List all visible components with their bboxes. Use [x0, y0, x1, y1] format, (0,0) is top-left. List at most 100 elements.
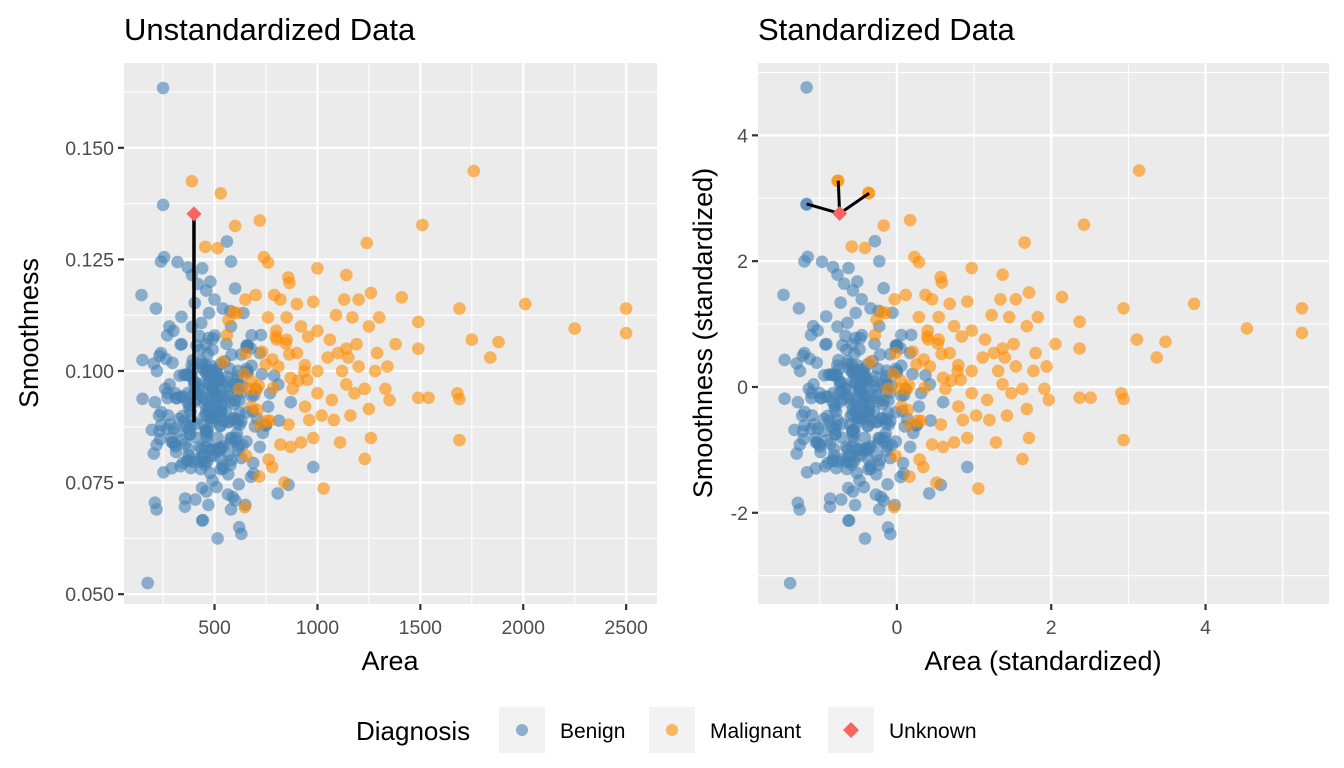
benign-point — [211, 532, 224, 545]
benign-point — [832, 455, 845, 469]
benign-point — [842, 261, 855, 275]
benign-point — [141, 576, 154, 590]
benign-point — [809, 462, 823, 475]
benign-point — [961, 460, 974, 474]
benign-point — [226, 490, 239, 504]
malignant-point — [362, 320, 376, 333]
malignant-point — [1016, 452, 1029, 466]
benign-point — [830, 370, 844, 383]
malignant-point — [346, 311, 359, 324]
malignant-point — [910, 358, 923, 371]
malignant-point — [311, 324, 324, 338]
malignant-point — [902, 379, 916, 392]
malignant-point — [912, 310, 926, 324]
malignant-point — [931, 337, 945, 350]
benign-point — [803, 352, 816, 366]
malignant-point — [996, 268, 1009, 282]
malignant-point — [372, 311, 386, 324]
malignant-point — [1038, 382, 1051, 396]
benign-point — [202, 306, 216, 320]
benign-point — [862, 398, 876, 411]
malignant-point — [1042, 393, 1056, 407]
legend-item-malignant: Malignant — [649, 707, 801, 753]
benign-point — [828, 402, 841, 415]
benign-point — [783, 576, 797, 590]
malignant-point — [327, 413, 341, 427]
malignant-point — [903, 213, 917, 227]
malignant-point — [364, 286, 378, 300]
malignant-point — [870, 313, 883, 327]
malignant-point — [274, 293, 287, 306]
malignant-point — [961, 295, 974, 308]
benign-point — [859, 444, 872, 458]
legend-label-unknown: Unknown — [889, 720, 977, 743]
legend-label-malignant: Malignant — [710, 720, 801, 743]
benign-point — [199, 393, 212, 407]
benign-point — [215, 398, 228, 411]
malignant-point — [1005, 386, 1018, 400]
benign-point — [208, 374, 221, 388]
benign-point — [255, 367, 269, 381]
y-tick-label: 2 — [737, 251, 748, 273]
malignant-point — [1240, 322, 1254, 335]
malignant-point — [278, 476, 291, 489]
malignant-point — [956, 413, 970, 427]
malignant-point — [298, 358, 312, 372]
benign-point — [819, 338, 832, 351]
y-axis-title-standardized: Smoothness (standardized) — [688, 168, 718, 498]
benign-point — [812, 438, 826, 451]
malignant-point — [1009, 293, 1023, 306]
malignant-point — [383, 393, 396, 407]
malignant-point — [980, 393, 994, 407]
malignant-point — [348, 387, 361, 400]
y-axis-title-unstandardized: Smoothness — [14, 258, 44, 408]
malignant-point — [978, 333, 992, 346]
malignant-point — [333, 436, 347, 449]
benign-point — [199, 338, 213, 351]
chart-title-standardized: Standardized Data — [758, 12, 1016, 47]
benign-point — [855, 374, 868, 388]
unknown-point — [186, 206, 202, 222]
x-tick-label: 500 — [198, 617, 231, 639]
malignant-point — [925, 293, 939, 306]
malignant-point — [913, 453, 926, 466]
malignant-point — [239, 293, 252, 306]
benign-point — [805, 386, 818, 400]
malignant-point — [925, 438, 939, 451]
benign-point — [881, 440, 894, 453]
malignant-point — [282, 418, 295, 431]
benign-point — [206, 363, 219, 377]
malignant-point — [253, 214, 267, 227]
benign-point — [171, 255, 184, 269]
malignant-point — [1018, 236, 1031, 249]
benign-point — [831, 268, 844, 282]
benign-point — [868, 234, 882, 248]
benign-point — [848, 498, 862, 512]
benign-point — [903, 440, 917, 454]
malignant-point — [1073, 342, 1086, 355]
benign-point — [161, 386, 174, 400]
benign-point — [284, 395, 298, 409]
benign-point — [160, 329, 174, 342]
x-tick-label: 1500 — [399, 617, 443, 639]
malignant-point — [934, 418, 948, 431]
benign-point — [815, 255, 829, 269]
x-axis-standardized: 0 2 4 — [891, 604, 1211, 639]
malignant-point — [1132, 164, 1146, 177]
benign-point — [165, 461, 179, 475]
benign-point — [821, 456, 835, 470]
malignant-point — [261, 256, 275, 269]
benign-point — [180, 420, 193, 434]
malignant-point — [492, 335, 505, 349]
malignant-point — [222, 313, 235, 327]
benign-point — [874, 490, 888, 504]
malignant-point — [1020, 319, 1034, 333]
x-tick-label: 2500 — [604, 617, 648, 639]
benign-point — [924, 414, 937, 427]
benign-point — [153, 432, 167, 446]
benign-point — [840, 462, 854, 476]
benign-point — [798, 418, 811, 432]
benign-point — [225, 454, 238, 467]
benign-point — [881, 478, 894, 491]
malignant-point — [292, 374, 305, 388]
